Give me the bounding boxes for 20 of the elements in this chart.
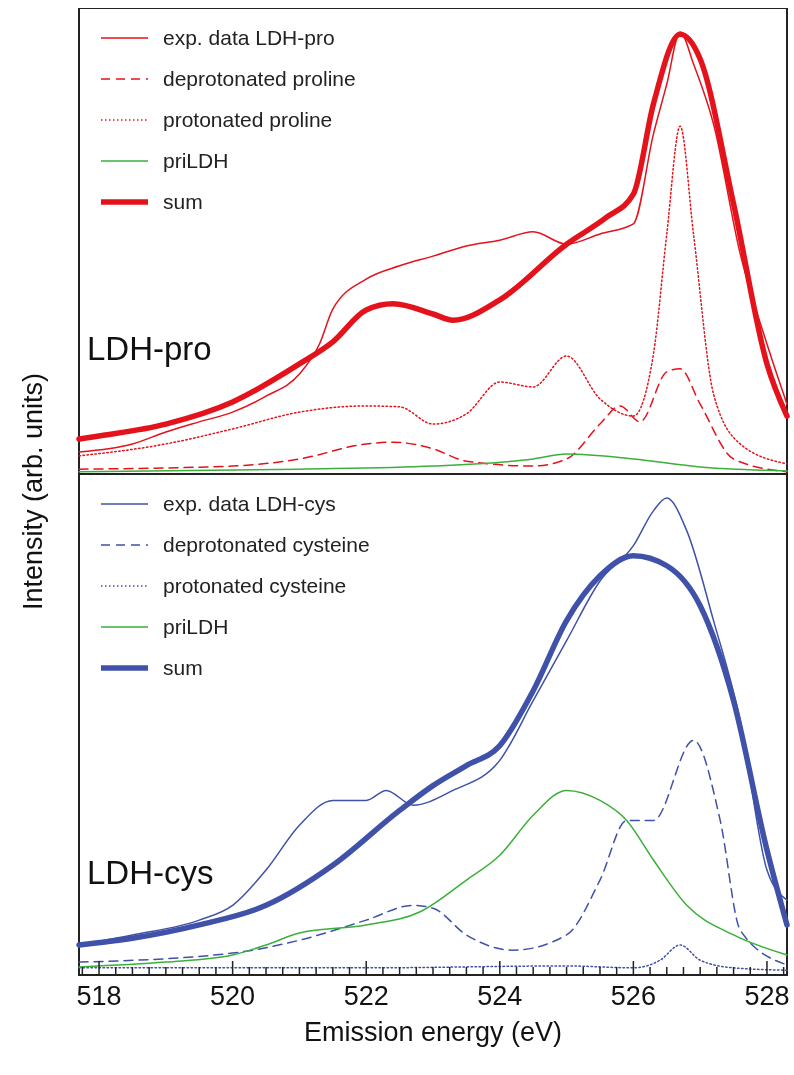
legend-label: priLDH [163,149,229,172]
x-tick-label: 526 [610,981,656,1011]
legend-label: exp. data LDH-cys [163,492,336,515]
x-axis-title: Emission energy (eV) [303,1017,563,1047]
legend-label: sum [163,656,203,679]
legend-label: deprotonated cysteine [163,533,370,556]
legend-label: protonated cysteine [163,574,347,597]
y-axis-title: Intensity (arb. units) [18,372,48,611]
annotation: LDH-cys [87,854,214,891]
legend-label: protonated proline [163,108,333,131]
legend-label: priLDH [163,615,229,638]
annotation: LDH-pro [87,330,212,367]
x-tick-label: 520 [210,981,256,1011]
legend-label: exp. data LDH-pro [163,26,335,49]
x-tick-label: 518 [76,981,122,1011]
x-tick-label: 524 [477,981,523,1011]
x-tick-label: 522 [343,981,389,1011]
legend-label: deprotonated proline [163,67,356,90]
legend-label: sum [163,190,203,213]
x-tick-label: 528 [744,981,790,1011]
